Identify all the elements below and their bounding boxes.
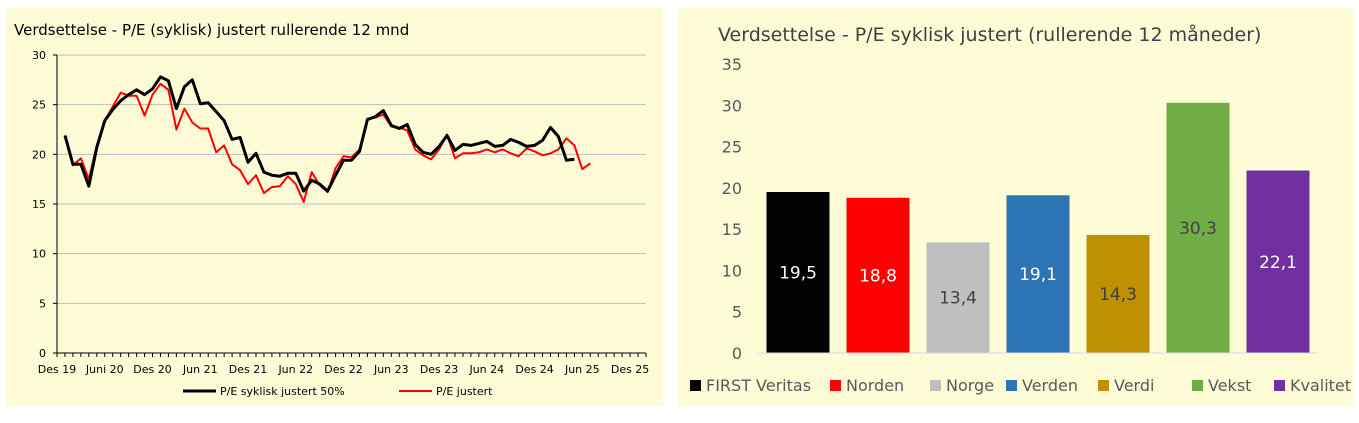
bar-value-label: 19,1 (1019, 265, 1057, 285)
x-tick-label: Des 25 (611, 363, 649, 376)
legend-label: P/E syklisk justert 50% (220, 385, 345, 398)
bar-norden (846, 197, 910, 353)
x-tick-label: Des 19 (38, 363, 76, 376)
x-tick-label: Jun 22 (277, 363, 313, 376)
bar-verdi (1086, 234, 1150, 353)
bar-norge (926, 242, 990, 353)
y-tick-label: 0 (39, 347, 46, 360)
legend-label: FIRST Veritas (706, 376, 811, 395)
legend-label: Kvalitet (1290, 376, 1351, 395)
legend-label: Vekst (1208, 376, 1251, 395)
legend-label: Norden (846, 376, 904, 395)
legend-swatch (1006, 380, 1017, 391)
bar-chart-panel: Verdsettelse - P/E syklisk justert (rull… (678, 8, 1353, 406)
y-tick-label: 5 (39, 297, 46, 310)
line-chart-panel: Verdsettelse - P/E (syklisk) justert rul… (6, 8, 663, 406)
x-tick-label: Jun 25 (564, 363, 600, 376)
y-tick-label: 5 (732, 303, 742, 322)
x-tick-label: Des 23 (420, 363, 458, 376)
legend-swatch (830, 380, 841, 391)
bar-value-label: 19,5 (779, 263, 817, 283)
bar-kvalitet (1246, 170, 1310, 353)
series-line-red (64, 82, 591, 203)
bar-chart: Verdsettelse - P/E syklisk justert (rull… (690, 23, 1351, 395)
chart-title: Verdsettelse - P/E (syklisk) justert rul… (14, 21, 409, 39)
legend-swatch (1192, 380, 1203, 391)
y-tick-label: 10 (32, 248, 46, 261)
x-tick-label: Des 21 (229, 363, 267, 376)
legend-swatch (690, 380, 701, 391)
y-tick-label: 20 (722, 179, 742, 198)
legend-label: Verden (1022, 376, 1078, 395)
y-tick-label: 15 (722, 220, 742, 239)
bar-verden (1006, 195, 1070, 353)
y-tick-label: 30 (722, 96, 742, 115)
x-tick-label: Jun 23 (373, 363, 409, 376)
y-tick-label: 10 (722, 261, 742, 280)
y-tick-label: 30 (32, 49, 46, 62)
x-tick-label: Des 24 (515, 363, 553, 376)
x-tick-label: Des 22 (324, 363, 362, 376)
y-tick-label: 25 (32, 99, 46, 112)
legend-label: P/E justert (436, 385, 493, 398)
bar-first-veritas (766, 191, 830, 353)
x-tick-label: Juni 20 (85, 363, 124, 376)
x-tick-label: Des 20 (133, 363, 171, 376)
y-tick-label: 0 (732, 344, 742, 363)
bar-value-label: 14,3 (1099, 285, 1137, 305)
legend-label: Norge (946, 376, 994, 395)
x-tick-label: Jun 21 (182, 363, 218, 376)
legend-label: Verdi (1114, 376, 1154, 395)
legend-swatch (930, 380, 941, 391)
chart-title: Verdsettelse - P/E syklisk justert (rull… (718, 23, 1261, 46)
x-tick-label: Jun 24 (468, 363, 504, 376)
line-chart: Verdsettelse - P/E (syklisk) justert rul… (14, 21, 649, 398)
series-line-black (63, 75, 575, 193)
y-tick-label: 20 (32, 148, 46, 161)
y-tick-label: 25 (722, 138, 742, 157)
legend-swatch (1274, 380, 1285, 391)
bar-value-label: 22,1 (1259, 253, 1297, 273)
bar-value-label: 30,3 (1179, 219, 1217, 239)
bar-vekst (1166, 102, 1230, 354)
y-tick-label: 15 (32, 198, 46, 211)
legend-swatch (1098, 380, 1109, 391)
y-tick-label: 35 (722, 55, 742, 74)
bar-value-label: 13,4 (939, 289, 977, 309)
bar-value-label: 18,8 (859, 266, 897, 286)
